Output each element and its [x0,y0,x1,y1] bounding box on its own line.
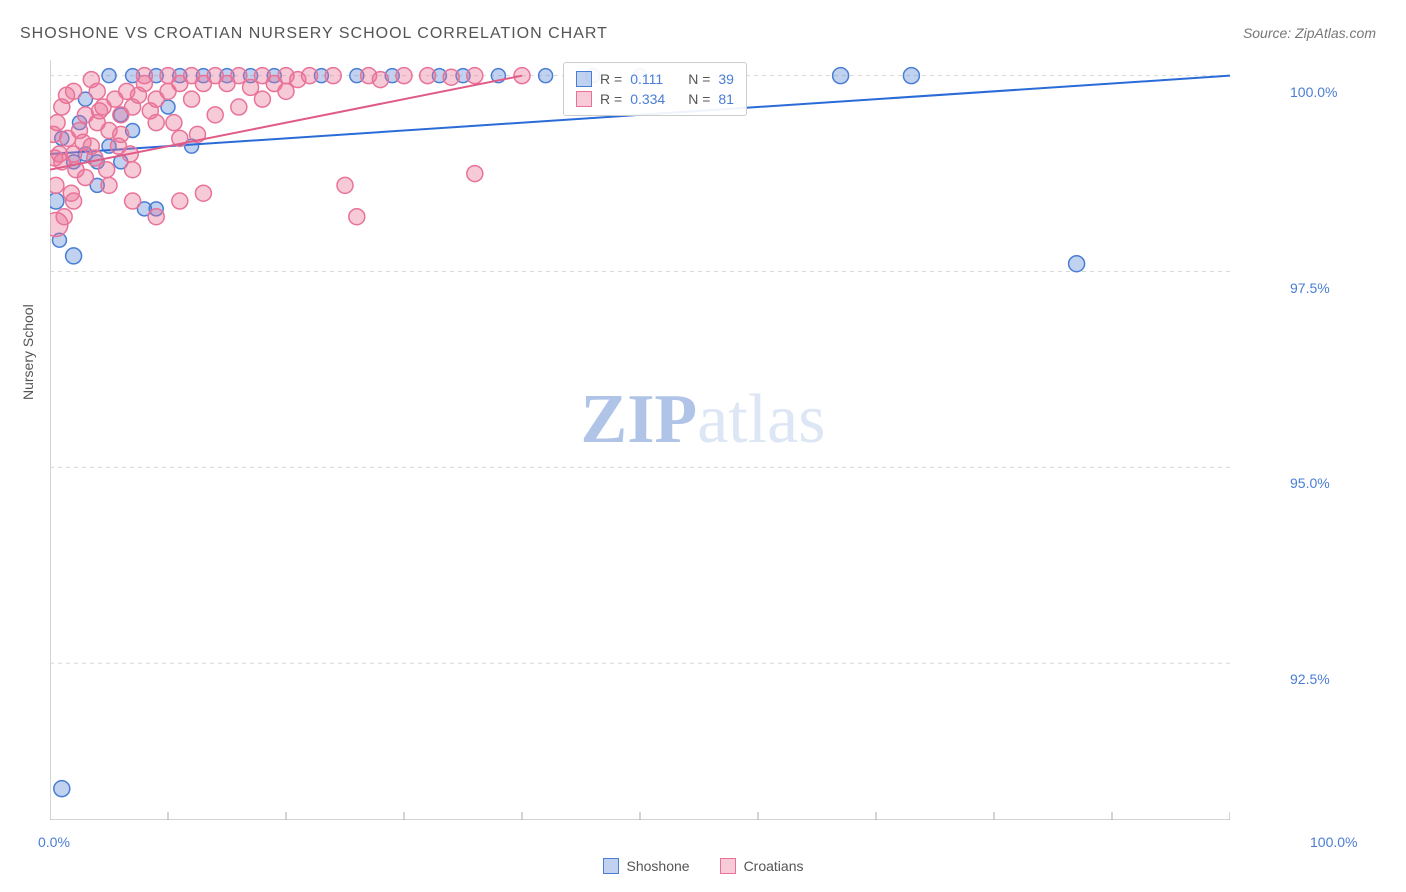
x-tick-label: 0.0% [38,834,70,850]
data-point [50,150,63,166]
correlation-legend: R = 0.111 N = 39 R = 0.334 N = 81 [563,62,747,116]
data-point [101,177,117,193]
data-point [99,162,115,178]
data-point [278,83,294,99]
legend-swatch [576,71,592,87]
data-point [83,72,99,88]
legend-row: R = 0.334 N = 81 [576,89,734,109]
data-point [219,76,235,92]
x-tick-label: 100.0% [1310,834,1357,850]
data-point [349,209,365,225]
data-point [54,781,70,797]
data-point [50,126,62,142]
data-point [420,68,436,84]
legend-n-value: 81 [718,91,734,107]
chart-title: SHOSHONE VS CROATIAN NURSERY SCHOOL CORR… [20,25,608,43]
legend-n-label: N = [688,91,710,107]
data-point [337,177,353,193]
data-point [207,107,223,123]
chart-wrapper: SHOSHONE VS CROATIAN NURSERY SCHOOL CORR… [0,0,1406,892]
series-croatians [50,68,530,237]
data-point [467,68,483,84]
data-point [50,193,64,209]
data-point [125,193,141,209]
data-point [166,115,182,131]
legend-r-label: R = [600,71,622,87]
scatter-plot [50,60,1230,820]
series-legend-item: Croatians [720,858,804,874]
legend-swatch [720,858,736,874]
y-tick-label: 95.0% [1290,475,1330,491]
y-tick-label: 97.5% [1290,280,1330,296]
data-point [903,68,919,84]
series-legend: Shoshone Croatians [0,858,1406,874]
data-point [833,68,849,84]
data-point [66,248,82,264]
legend-r-value: 0.111 [630,71,680,87]
y-tick-label: 100.0% [1290,84,1337,100]
data-point [396,68,412,84]
legend-r-label: R = [600,91,622,107]
series-legend-label: Shoshone [627,858,690,874]
data-point [131,87,147,103]
data-point [467,166,483,182]
series-shoshone [50,68,1230,797]
y-tick-label: 92.5% [1290,671,1330,687]
data-point [172,193,188,209]
data-point [172,76,188,92]
data-point [1069,256,1085,272]
data-point [102,69,116,83]
data-point [125,162,141,178]
data-point [63,185,79,201]
data-point [443,69,459,85]
data-point [142,103,158,119]
data-point [92,103,108,119]
legend-r-value: 0.334 [630,91,680,107]
legend-swatch [603,858,619,874]
series-legend-item: Shoshone [603,858,690,874]
data-point [195,185,211,201]
legend-n-label: N = [688,71,710,87]
data-point [184,91,200,107]
data-point [136,68,152,84]
data-point [75,134,91,150]
data-point [148,209,164,225]
y-axis-label: Nursery School [20,304,36,400]
legend-swatch [576,91,592,107]
legend-n-value: 39 [718,71,734,87]
data-point [254,91,270,107]
series-legend-label: Croatians [744,858,804,874]
legend-row: R = 0.111 N = 39 [576,69,734,89]
data-point [231,99,247,115]
data-point [50,177,64,193]
data-point [59,87,75,103]
data-point [372,72,388,88]
data-point [56,209,72,225]
source-label: Source: ZipAtlas.com [1243,25,1376,41]
data-point [539,69,553,83]
data-point [325,68,341,84]
